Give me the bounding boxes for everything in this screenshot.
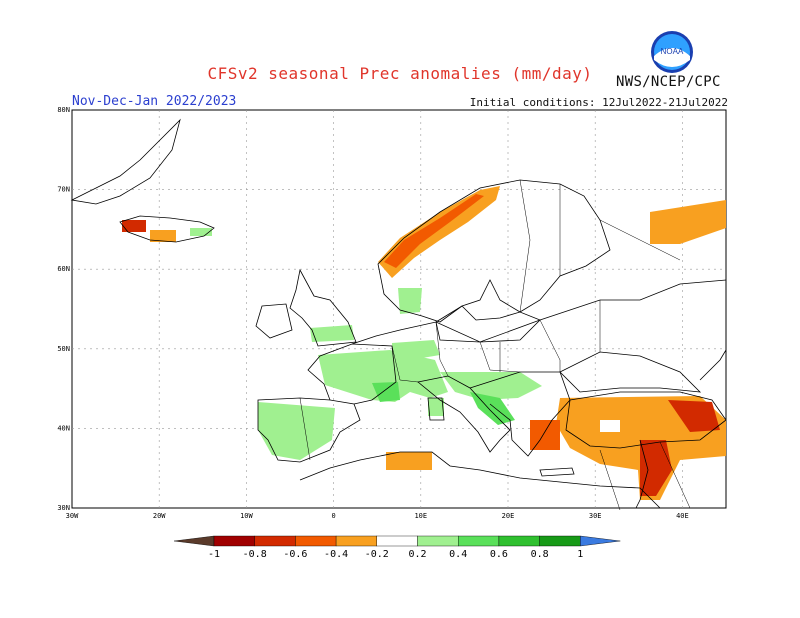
negative-anomaly-iceland-west [122, 220, 146, 232]
colorbar-segment [498, 535, 540, 547]
chart-title: CFSv2 seasonal Prec anomalies (mm/day) [207, 64, 593, 83]
latitude-labels: 30N 40N 50N 60N 70N 80N [57, 106, 70, 512]
colorbar-label: 0.2 [408, 549, 426, 560]
coast-ireland [255, 303, 293, 339]
lon-label: 10E [414, 512, 427, 520]
colorbar-segment [254, 535, 296, 547]
negative-anomaly-caucasus [668, 400, 720, 432]
negative-anomaly-norway-coast [384, 194, 484, 268]
initial-conditions-label: Initial conditions: 12Jul2022-21Jul2022 [469, 96, 728, 109]
colorbar-arrow-high [580, 535, 621, 547]
period-label: Nov-Dec-Jan 2022/2023 [72, 94, 237, 109]
lon-label: 20W [153, 512, 166, 520]
positive-anomaly-iberia [258, 402, 335, 460]
positive-anomaly-france [318, 350, 448, 402]
coast-black-sea [559, 351, 702, 393]
colorbar-segment [335, 535, 378, 547]
colorbar: -1 -0.8 -0.6 -0.4 -0.2 0.2 0.4 0.6 0.8 1 [173, 535, 621, 560]
agency-label: NWS/NCEP/CPC [616, 74, 721, 90]
lon-label: 10W [240, 512, 253, 520]
lat-label: 60N [57, 265, 70, 273]
coast-italy [417, 375, 511, 453]
colorbar-segment [458, 535, 500, 547]
logo-text: NOAA [661, 47, 684, 56]
coast-levant [635, 439, 649, 509]
colorbar-label: 1 [577, 549, 583, 560]
coast-balkans [469, 371, 571, 457]
colorbar-label: -1 [208, 549, 220, 560]
positive-anomaly-pyrenees [372, 382, 400, 402]
lat-label: 50N [57, 345, 70, 353]
positive-anomaly-scandinavia [398, 288, 422, 314]
colorbar-segment [213, 535, 255, 547]
lon-label: 30E [589, 512, 602, 520]
colorbar-segment [417, 535, 459, 547]
colorbar-segment [376, 535, 418, 547]
coast-scandinavia [377, 179, 611, 323]
longitude-labels: 30W 20W 10W 0 10E 20E 30E 40E [66, 512, 689, 520]
colorbar-arrow-low [173, 535, 215, 547]
lat-label: 40N [57, 424, 70, 432]
colorbar-label: 0.8 [531, 549, 549, 560]
colorbar-segment [539, 535, 581, 547]
colorbar-label: 0.4 [449, 549, 467, 560]
lat-label: 30N [57, 504, 70, 512]
coast-turkey [565, 391, 727, 449]
negative-anomaly-barents [650, 200, 726, 244]
coast-iberia [257, 397, 361, 463]
negative-anomaly-north-africa [386, 452, 432, 470]
colorbar-label: -0.8 [243, 549, 267, 560]
lon-label: 0 [331, 512, 335, 520]
lon-label: 40E [676, 512, 689, 520]
country-borders [299, 179, 691, 511]
coast-greenland [70, 118, 181, 205]
coast-north-africa [299, 451, 661, 509]
lat-label: 80N [57, 106, 70, 114]
positive-anomaly-uk [310, 325, 354, 342]
colorbar-label: -0.2 [365, 549, 389, 560]
positive-anomaly-germany [392, 340, 440, 360]
colorbar-label: 0.6 [490, 549, 508, 560]
coast-sardinia [427, 397, 445, 421]
lon-label: 20E [502, 512, 515, 520]
coast-crete [539, 467, 575, 477]
positive-anomaly-balkans [440, 372, 542, 400]
noaa-logo-icon: NOAA [650, 30, 694, 74]
coast-baltic [435, 305, 541, 343]
negative-anomaly-levant [640, 440, 672, 496]
coast-iceland [119, 215, 215, 243]
negative-anomaly-aegean [530, 420, 560, 450]
coast-britain [289, 268, 357, 347]
colorbar-segment [295, 535, 337, 547]
colorbar-label: -0.4 [324, 549, 348, 560]
coast-caspian [699, 349, 727, 381]
positive-anomaly-sardinia [428, 398, 444, 416]
coast-france [307, 343, 397, 405]
negative-anomaly-east-turkey [600, 420, 620, 432]
colorbar-label: -0.6 [283, 549, 307, 560]
lat-label: 70N [57, 186, 70, 194]
coast-mainland-north [351, 279, 727, 345]
coastlines [70, 118, 727, 509]
anomaly-shading [122, 186, 726, 500]
lon-label: 30W [66, 512, 79, 520]
negative-anomaly-iceland-south [150, 230, 176, 242]
